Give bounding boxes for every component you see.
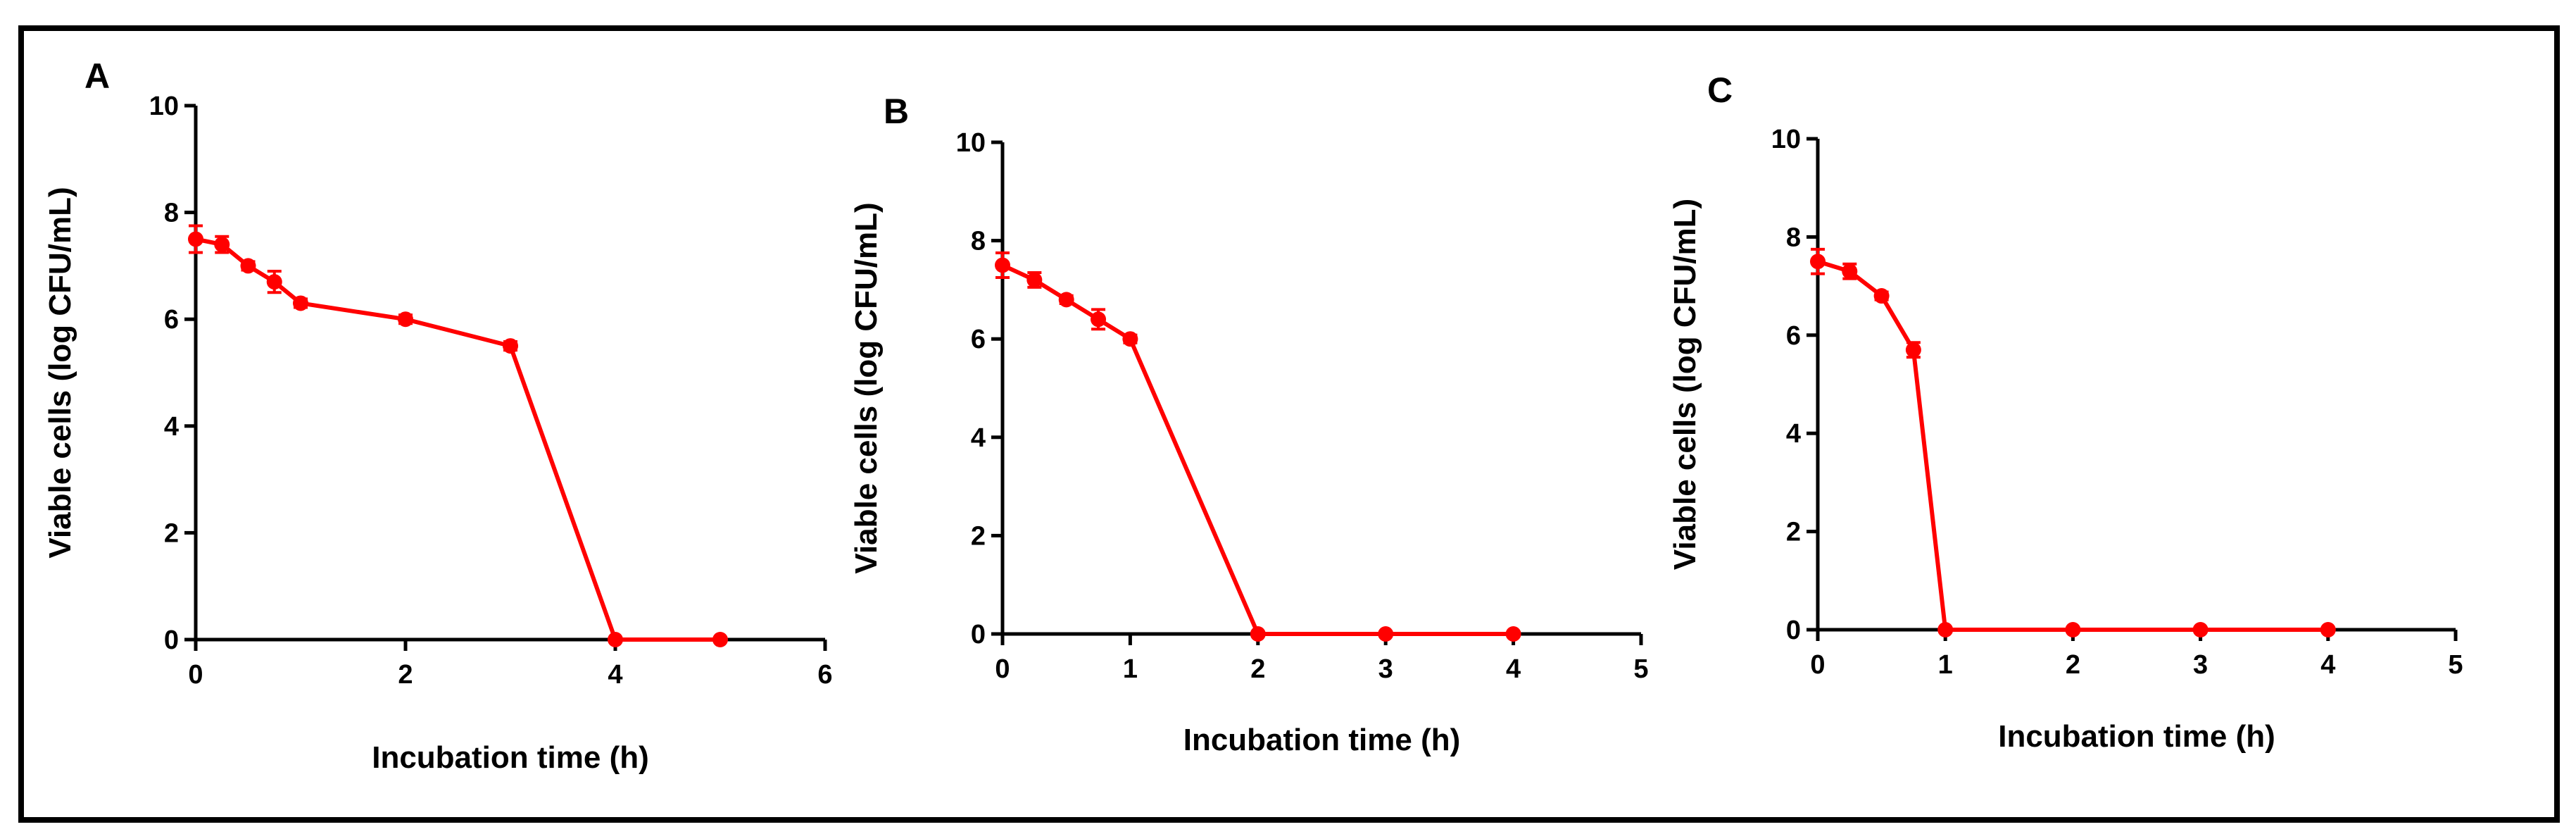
y-tick-label: 2 [164, 518, 179, 548]
data-point [995, 257, 1010, 273]
x-tick-label: 6 [817, 660, 832, 690]
x-tick-label: 5 [2448, 650, 2463, 680]
data-point [1122, 331, 1138, 347]
y-axis-title: Viable cells (log CFU/mL) [43, 187, 77, 558]
data-point [1905, 342, 1921, 358]
data-point [1505, 626, 1521, 642]
y-tick-label: 10 [956, 128, 986, 158]
data-point [1250, 626, 1266, 642]
data-point [293, 295, 308, 311]
panel-label: B [884, 92, 909, 131]
x-tick-label: 2 [398, 660, 413, 690]
data-point [1091, 311, 1107, 328]
x-tick-label: 1 [1938, 650, 1953, 680]
data-point [1873, 288, 1890, 304]
y-tick-label: 6 [971, 325, 986, 354]
panel-a: A 0 2 4 6 8 10 0 2 4 6 Incubation time (h) Viable ce… [43, 56, 833, 775]
y-tick-label: 6 [164, 305, 179, 335]
x-axis-title: Incubation time (h) [1183, 723, 1461, 757]
data-point [240, 258, 256, 274]
y-tick-label: 10 [1771, 125, 1801, 154]
data-point [503, 338, 518, 354]
x-tick-label: 4 [2320, 650, 2335, 680]
data-point [398, 311, 413, 328]
x-tick-label: 3 [2193, 650, 2208, 680]
x-tick-label: 5 [1633, 654, 1648, 684]
data-point [214, 237, 230, 253]
y-tick-label: 10 [149, 92, 179, 121]
x-tick-label: 4 [1506, 654, 1521, 684]
x-axis-title: Incubation time (h) [1998, 719, 2275, 754]
data-point [712, 632, 728, 647]
panel-b: B 0 2 4 6 8 10 0 1 2 3 4 5 Incubation time (h) Viable … [849, 92, 1649, 757]
y-tick-label: 0 [164, 626, 179, 655]
y-tick-label: 4 [971, 423, 986, 453]
panel-label: A [84, 56, 110, 96]
x-tick-label: 0 [188, 660, 203, 690]
y-tick-label: 4 [1786, 419, 1801, 449]
panel-label: C [1707, 70, 1733, 110]
data-point [2320, 622, 2336, 637]
data-point [2192, 622, 2209, 637]
x-tick-label: 1 [1123, 654, 1138, 684]
x-axis-title: Incubation time (h) [372, 740, 649, 775]
data-point [1026, 272, 1043, 288]
x-tick-label: 2 [1250, 654, 1265, 684]
data-point [1058, 292, 1074, 308]
data-point [608, 632, 623, 647]
data-point [2065, 622, 2081, 637]
y-axis-title: Viable cells (log CFU/mL) [1668, 199, 1702, 570]
x-tick-label: 2 [2066, 650, 2080, 680]
data-point [1842, 263, 1858, 280]
data-point [188, 231, 203, 247]
y-tick-label: 8 [164, 199, 179, 228]
y-tick-label: 4 [164, 412, 179, 442]
y-tick-label: 2 [971, 521, 986, 551]
x-tick-label: 3 [1378, 654, 1393, 684]
y-tick-label: 8 [971, 227, 986, 256]
y-tick-label: 6 [1786, 321, 1801, 351]
data-point [266, 274, 282, 290]
data-point [1810, 254, 1826, 270]
x-tick-label: 0 [1810, 650, 1825, 680]
y-tick-label: 2 [1786, 518, 1801, 547]
x-tick-label: 4 [608, 660, 622, 690]
data-point [1378, 626, 1394, 642]
y-tick-label: 0 [1786, 616, 1801, 645]
panel-c: C 0 2 4 6 8 10 0 1 2 3 4 5 Incubation time (h) Viable … [1668, 70, 2463, 754]
y-tick-label: 0 [971, 620, 986, 649]
y-tick-label: 8 [1786, 223, 1801, 252]
y-axis-title: Viable cells (log CFU/mL) [849, 202, 884, 573]
x-tick-label: 0 [995, 654, 1010, 684]
figure-frame [18, 25, 2560, 823]
data-point [1937, 622, 1954, 637]
